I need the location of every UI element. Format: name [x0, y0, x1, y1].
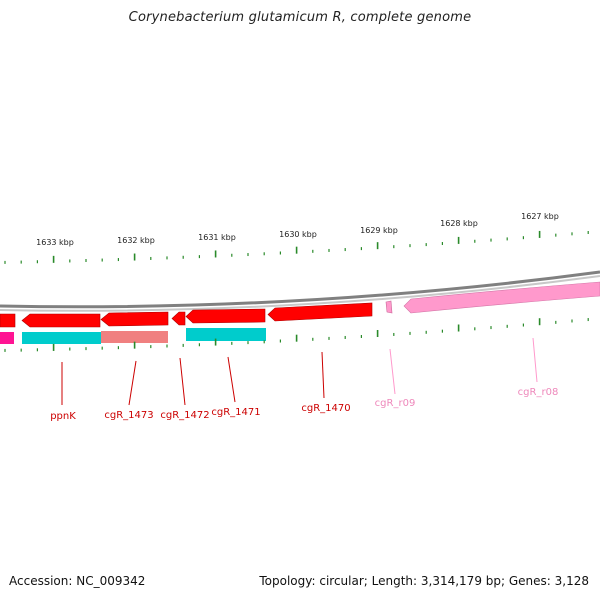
feature-cgR-1473[interactable] — [100, 311, 169, 327]
gene-label-cgR-1471[interactable]: cgR_1471 — [211, 407, 260, 418]
gene-label-cgR-r09[interactable]: cgR_r09 — [375, 398, 416, 409]
kbp-label-1632: 1632 kbp — [117, 236, 155, 245]
kbp-label-1627: 1627 kbp — [521, 212, 559, 221]
gene-label-cgR-1472[interactable]: cgR_1472 — [160, 410, 209, 421]
cds-features — [0, 302, 373, 328]
genome-backbone — [0, 270, 600, 312]
inner-tick-ruler — [4, 318, 589, 352]
gene-label-cgR-r08[interactable]: cgR_r08 — [518, 387, 559, 398]
feature-ppnK-left[interactable] — [0, 313, 16, 328]
outer-tick-ruler — [4, 230, 589, 264]
inner-feature-bands — [0, 328, 266, 344]
band-salmon — [101, 331, 168, 343]
map-title: Corynebacterium glutamicum R, complete g… — [128, 10, 472, 25]
kbp-label-1629: 1629 kbp — [360, 226, 398, 235]
band-magenta — [0, 332, 14, 344]
kbp-label-1631: 1631 kbp — [198, 233, 236, 242]
rna-features-forward — [385, 281, 600, 314]
band-cyan-1 — [22, 332, 101, 344]
band-cyan-2 — [186, 328, 266, 341]
feature-cgR-1471[interactable] — [185, 308, 266, 324]
gene-label-ppnK[interactable]: ppnK — [50, 411, 76, 422]
topology-text: Topology: circular; Length: 3,314,179 bp… — [259, 574, 589, 588]
gene-labels: ppnK cgR_1473 cgR_1472 cgR_1471 cgR_1470… — [50, 387, 558, 422]
kbp-labels: 1633 kbp 1632 kbp 1631 kbp 1630 kbp 1629… — [36, 212, 559, 247]
label-leaders — [61, 337, 538, 406]
feature-cgR-1472[interactable] — [171, 311, 186, 326]
accession-text: Accession: NC_009342 — [9, 574, 146, 588]
kbp-label-1633: 1633 kbp — [36, 238, 74, 247]
gene-label-cgR-1473[interactable]: cgR_1473 — [104, 410, 153, 421]
kbp-label-1630: 1630 kbp — [279, 230, 317, 239]
feature-cgR-r09[interactable] — [385, 300, 393, 314]
feature-ppnK[interactable] — [21, 313, 101, 328]
feature-cgR-r08[interactable] — [403, 281, 600, 314]
kbp-label-1628: 1628 kbp — [440, 219, 478, 228]
gene-label-cgR-1470[interactable]: cgR_1470 — [301, 403, 350, 414]
feature-cgR-1470[interactable] — [267, 302, 373, 322]
